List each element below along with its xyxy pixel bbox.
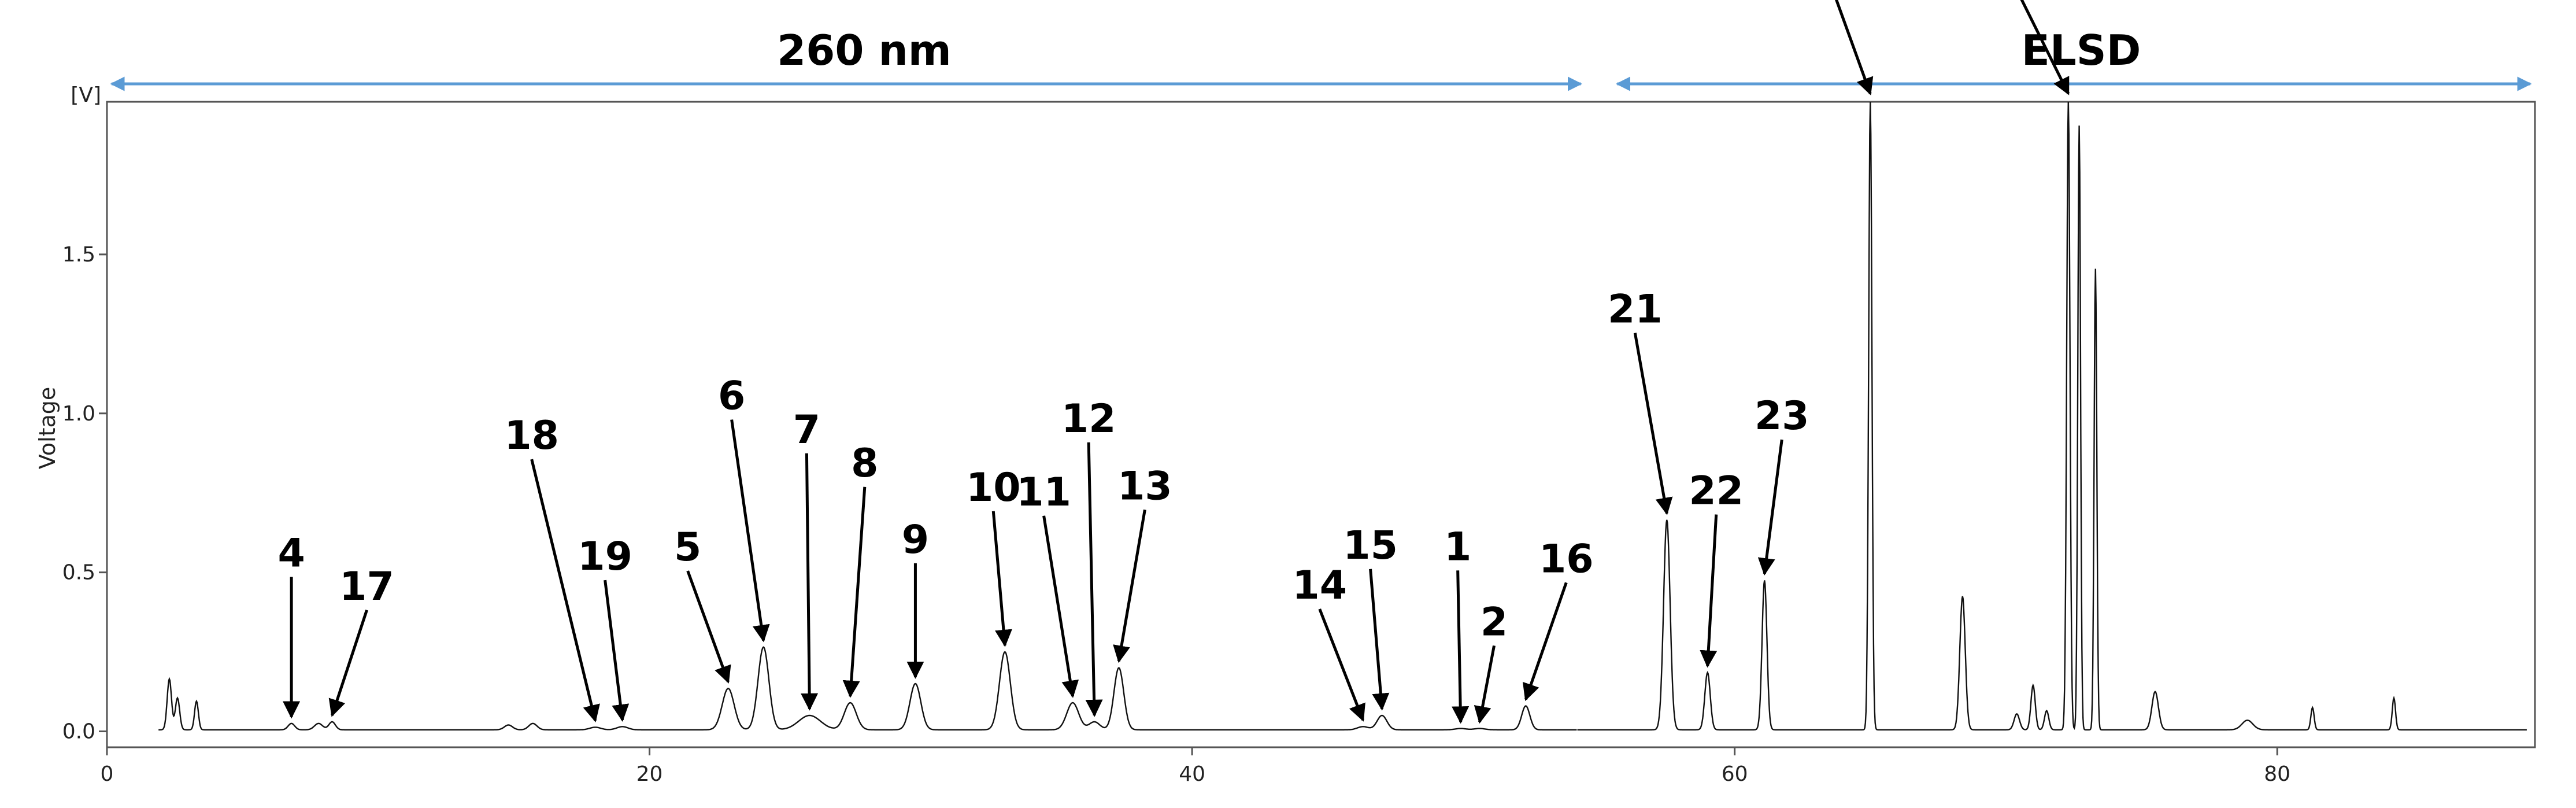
peak-arrow bbox=[1452, 570, 1470, 724]
peak-label: 2 bbox=[1481, 599, 1508, 645]
y-axis-label: Voltage bbox=[35, 387, 60, 470]
range-label-elsd: ELSD bbox=[2022, 26, 2141, 75]
axes: 0 20 40 60 80 0.0 0.5 1.0 1.5 bbox=[62, 243, 2290, 786]
peak-label: 12 bbox=[1061, 396, 1116, 442]
peak-label: 17 bbox=[339, 564, 394, 610]
peak-label: 5 bbox=[674, 525, 701, 570]
peak-label: 18 bbox=[504, 413, 559, 459]
peak-arrow bbox=[328, 609, 368, 717]
trace-260nm bbox=[158, 646, 1577, 730]
peak-arrow bbox=[1042, 515, 1079, 698]
peak-label: 15 bbox=[1343, 523, 1398, 569]
peak-label: 8 bbox=[851, 441, 878, 486]
peak-label: 1 bbox=[1444, 524, 1471, 570]
y-tick-label: 1.0 bbox=[62, 402, 95, 426]
peak-arrow bbox=[1700, 514, 1718, 668]
peak-arrow bbox=[530, 459, 600, 723]
x-tick-label: 60 bbox=[1722, 762, 1748, 786]
peak-arrow bbox=[604, 580, 630, 722]
peak-arrow bbox=[1474, 645, 1496, 724]
peak-arrow bbox=[801, 453, 819, 711]
x-tick-label: 80 bbox=[2264, 762, 2290, 786]
peak-label: 16 bbox=[1539, 536, 1594, 582]
y-tick-label: 1.5 bbox=[62, 243, 95, 267]
peak-arrow bbox=[1318, 608, 1365, 722]
peak-label: 19 bbox=[578, 534, 632, 580]
peak-arrow bbox=[991, 511, 1012, 647]
peak-label: 22 bbox=[1689, 468, 1744, 514]
chromatogram-trace bbox=[158, 101, 2527, 730]
x-tick-label: 0 bbox=[101, 762, 114, 786]
peak-label: 21 bbox=[1608, 287, 1663, 333]
peak-label: 6 bbox=[718, 374, 745, 419]
trace-elsd bbox=[1577, 101, 2527, 730]
peak-arrow bbox=[1369, 569, 1390, 711]
peak-label: 9 bbox=[902, 517, 929, 563]
plot-area bbox=[106, 101, 2536, 748]
peak-label: 7 bbox=[793, 407, 820, 453]
peak-arrow bbox=[730, 419, 770, 643]
y-tick-label: 0.0 bbox=[62, 720, 95, 744]
peak-label: 10 bbox=[966, 465, 1021, 511]
peak-annotations: 417181956789101112131415121621222324, 25… bbox=[277, 0, 2070, 724]
x-tick-label: 20 bbox=[636, 762, 663, 786]
peak-label: 23 bbox=[1755, 393, 1809, 439]
y-tick-label: 0.5 bbox=[62, 561, 95, 585]
peak-arrow bbox=[1757, 439, 1783, 576]
peak-arrow bbox=[1085, 442, 1103, 717]
y-axis-unit: [V] bbox=[71, 83, 101, 107]
peak-arrow bbox=[686, 570, 731, 684]
x-tick-label: 40 bbox=[1179, 762, 1205, 786]
range-label-260nm: 260 nm bbox=[777, 26, 952, 75]
peak-arrow bbox=[1835, 0, 1874, 95]
peak-label: 11 bbox=[1016, 470, 1071, 515]
peak-arrow bbox=[842, 486, 867, 698]
peak-label: 13 bbox=[1117, 463, 1172, 509]
peak-label: 4 bbox=[277, 531, 305, 577]
peak-label: 14 bbox=[1292, 563, 1347, 608]
peak-arrow bbox=[1633, 333, 1673, 515]
peak-arrow bbox=[2020, 0, 2070, 95]
plot-frame bbox=[106, 101, 2536, 748]
peak-arrow bbox=[1522, 582, 1568, 702]
peak-arrow bbox=[1113, 509, 1146, 663]
